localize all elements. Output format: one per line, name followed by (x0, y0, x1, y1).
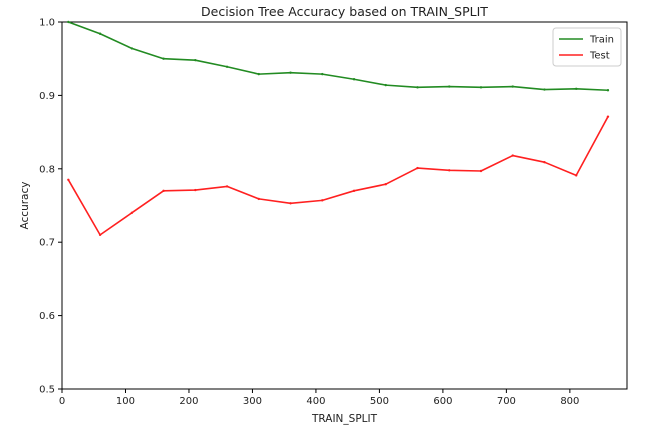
x-tick-label: 600 (433, 396, 452, 407)
test-data-point (384, 183, 387, 186)
test-data-point (511, 154, 514, 157)
x-axis: 0 100 200 300 400 500 600 700 800 (59, 389, 579, 407)
legend-label-test: Test (589, 51, 610, 62)
x-tick-label: 200 (179, 396, 198, 407)
test-data-point (130, 211, 134, 215)
train-data-point (543, 88, 546, 91)
x-tick-label: 800 (560, 396, 579, 407)
test-series-line (67, 116, 609, 236)
x-tick-label: 100 (116, 396, 135, 407)
train-data-point (352, 78, 356, 81)
x-tick-label: 700 (497, 396, 516, 407)
test-data-point (162, 189, 165, 193)
y-axis-label: Accuracy (19, 182, 31, 230)
test-data-point (479, 169, 483, 173)
train-data-point (416, 86, 419, 89)
test-data-point (289, 202, 292, 205)
plot-area (61, 20, 628, 390)
train-data-point (130, 47, 134, 50)
train-data-point (289, 71, 292, 74)
x-tick-label: 400 (306, 396, 325, 407)
series-layer (67, 20, 610, 237)
test-data-point (416, 166, 419, 170)
y-tick-label: 1.0 (39, 18, 55, 29)
test-data-point (225, 185, 229, 188)
train-data-point (194, 58, 197, 62)
train-data-point (606, 89, 610, 92)
x-tick-label: 500 (370, 396, 389, 407)
train-data-point (448, 85, 451, 88)
x-axis-label: TRAIN_SPLIT (311, 413, 378, 425)
train-data-point (225, 65, 229, 68)
legend-label-train: Train (589, 35, 614, 46)
test-data-point (257, 197, 260, 201)
y-tick-label: 0.6 (39, 311, 55, 322)
test-data-point (321, 199, 324, 202)
train-data-point (321, 72, 324, 76)
legend-box (552, 27, 622, 67)
test-data-point (543, 160, 546, 164)
test-data-point (448, 169, 451, 172)
test-data-point (98, 233, 102, 237)
y-tick-label: 0.8 (39, 164, 55, 175)
y-tick-label: 0.7 (39, 238, 55, 249)
train-data-point (479, 86, 483, 89)
plot-frame (61, 21, 628, 390)
train-data-point (162, 57, 165, 60)
train-data-point (98, 32, 102, 35)
y-axis: 0.5 0.6 0.7 0.8 0.9 1.0 (39, 18, 62, 396)
chart-title: Decision Tree Accuracy based on TRAIN_SP… (201, 4, 488, 19)
x-tick-label: 300 (243, 396, 262, 407)
y-tick-label: 0.9 (39, 91, 55, 102)
test-data-point (352, 189, 356, 193)
test-data-point (606, 115, 610, 118)
test-data-point (67, 178, 70, 182)
train-data-point (511, 85, 514, 88)
test-data-point (575, 174, 578, 177)
train-data-point (67, 20, 70, 24)
train-series-line (68, 21, 608, 92)
test-data-point (194, 188, 197, 192)
train-data-point (257, 72, 260, 76)
legend: Train Test (552, 27, 622, 67)
y-tick-label: 0.5 (39, 385, 55, 396)
train-data-point (575, 87, 578, 90)
train-data-point (384, 83, 387, 87)
x-tick-label: 0 (59, 396, 65, 407)
